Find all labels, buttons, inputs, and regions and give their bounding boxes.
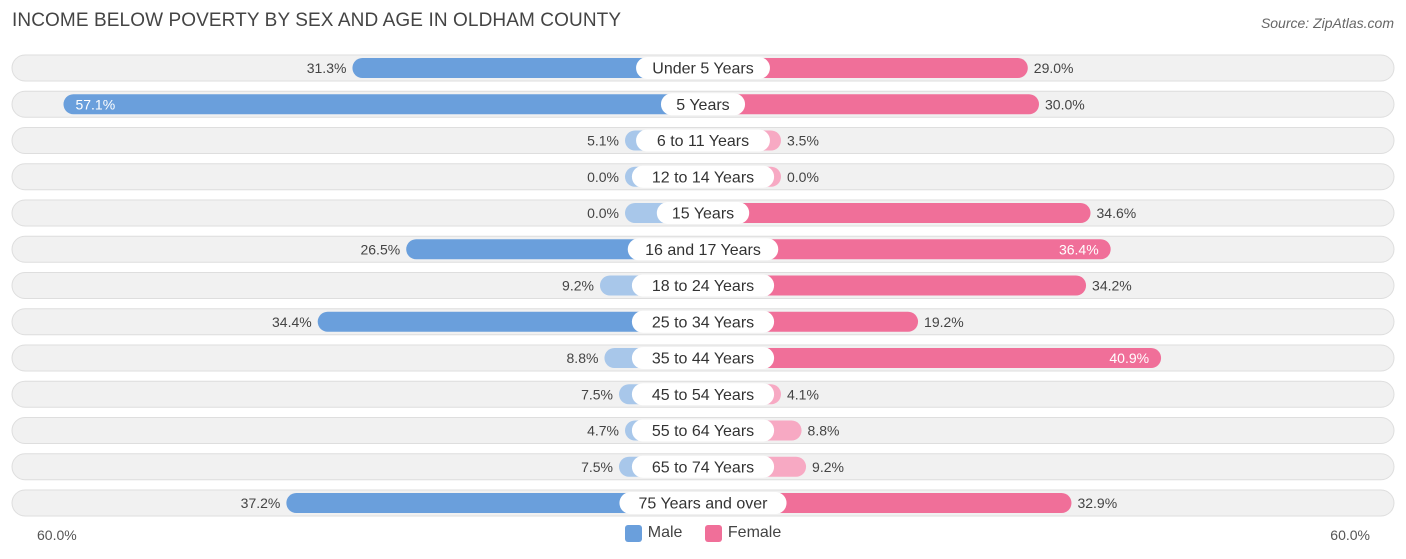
chart-title: INCOME BELOW POVERTY BY SEX AND AGE IN O… [12, 10, 622, 31]
female-bar [703, 493, 1072, 513]
male-value-label: 0.0% [587, 169, 619, 185]
male-value-label: 0.0% [587, 205, 619, 221]
female-value-label: 8.8% [808, 423, 840, 439]
legend: Male Female [0, 524, 1406, 547]
male-value-label: 8.8% [567, 350, 599, 366]
legend-item-female[interactable]: Female [704, 524, 782, 542]
female-value-label: 29.0% [1034, 60, 1074, 76]
male-value-label: 31.3% [307, 60, 347, 76]
category-pill [636, 129, 770, 152]
female-value-label: 0.0% [787, 169, 819, 185]
category-pill [631, 455, 775, 478]
category-label: Under 5 Years [652, 61, 753, 78]
male-bar [63, 94, 704, 115]
female-bar [703, 348, 1162, 368]
female-value-label: 30.0% [1045, 96, 1085, 112]
category-label: 65 to 74 Years [652, 459, 754, 476]
male-bar [352, 58, 703, 78]
female-bar [703, 275, 1087, 296]
male-value-label: 34.4% [272, 314, 312, 330]
female-value-label: 34.2% [1092, 278, 1132, 294]
female-value-label: 4.1% [787, 386, 819, 402]
legend-swatch-male [624, 524, 642, 542]
female-value-label: 9.2% [812, 459, 844, 475]
female-value-label: 32.9% [1077, 495, 1117, 511]
legend-item-male[interactable]: Male [624, 524, 683, 542]
female-bar [703, 58, 1028, 78]
category-label: 15 Years [672, 206, 734, 223]
category-pill [627, 238, 779, 261]
category-label: 12 to 14 Years [652, 169, 754, 186]
category-label: 18 to 24 Years [652, 278, 754, 295]
axis-right-label: 60.0% [1330, 527, 1370, 543]
male-value-label: 57.1% [75, 96, 115, 112]
male-value-label: 9.2% [562, 278, 594, 294]
source-label: Source: ZipAtlas.com [1260, 15, 1394, 31]
female-value-label: 40.9% [1109, 350, 1149, 366]
legend-label-female: Female [727, 524, 782, 541]
female-value-label: 3.5% [787, 133, 819, 149]
category-label: 16 and 17 Years [645, 242, 761, 259]
category-label: 6 to 11 Years [657, 133, 749, 150]
legend-label-male: Male [647, 524, 683, 541]
category-pill [636, 57, 770, 79]
male-value-label: 5.1% [587, 133, 619, 149]
male-value-label: 26.5% [360, 241, 400, 257]
category-label: 45 to 54 Years [652, 387, 754, 404]
category-label: 75 Years and over [639, 496, 769, 513]
category-label: 55 to 64 Years [652, 423, 754, 440]
female-value-label: 19.2% [924, 314, 964, 330]
category-pill [631, 310, 775, 333]
category-pill [660, 93, 746, 116]
category-pill [631, 165, 775, 188]
category-pill [631, 274, 775, 297]
legend-swatch-female [704, 524, 722, 542]
male-bar [286, 493, 703, 513]
male-value-label: 4.7% [587, 423, 619, 439]
female-bar [703, 94, 1039, 115]
category-pill [631, 347, 775, 369]
female-value-label: 36.4% [1059, 241, 1099, 257]
female-value-label: 34.6% [1097, 205, 1137, 221]
male-value-label: 7.5% [581, 386, 613, 402]
male-value-label: 37.2% [241, 495, 281, 511]
category-label: 35 to 44 Years [652, 351, 754, 368]
category-pill [656, 202, 750, 224]
axis-left-label: 60.0% [37, 527, 77, 543]
category-label: 5 Years [676, 97, 729, 114]
category-pill [631, 383, 775, 406]
male-bar [406, 239, 703, 260]
category-label: 25 to 34 Years [652, 314, 754, 331]
category-pill [631, 419, 775, 442]
category-pill [619, 492, 787, 514]
male-bar [317, 311, 703, 332]
female-bar [703, 239, 1111, 260]
male-value-label: 7.5% [581, 459, 613, 475]
female-bar [703, 203, 1091, 223]
